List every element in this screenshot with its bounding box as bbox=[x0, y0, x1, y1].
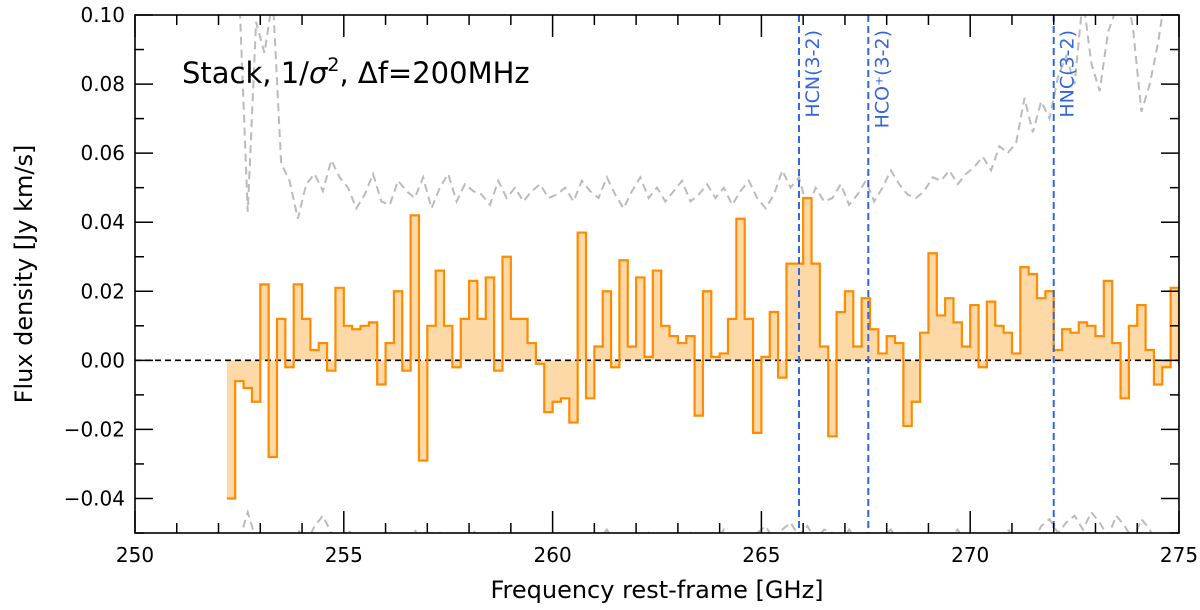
flux-fill-area bbox=[226, 198, 1179, 499]
y-tick-label: 0.06 bbox=[80, 141, 125, 165]
spectral-line-label-1: HCO⁺(3-2) bbox=[871, 30, 893, 128]
y-axis-label: Flux density [Jy km/s] bbox=[10, 145, 38, 404]
y-tick-label: −0.04 bbox=[64, 486, 125, 510]
x-tick-label: 270 bbox=[951, 543, 989, 567]
x-tick-label: 275 bbox=[1160, 543, 1198, 567]
plot-area: HCN(3-2) HCO⁺(3-2) HNC(3-2) bbox=[135, 15, 1179, 533]
y-tick-label: 0.02 bbox=[80, 279, 125, 303]
spectral-line-label-0: HCN(3-2) bbox=[802, 30, 824, 118]
spectral-line-markers: HCN(3-2) HCO⁺(3-2) HNC(3-2) bbox=[797, 15, 1079, 533]
y-tick-label: 0.00 bbox=[80, 348, 125, 372]
y-tick-label: 0.08 bbox=[80, 72, 125, 96]
y-tick-label: 0.10 bbox=[80, 3, 125, 27]
chart-title: Stack, 1/σ2, Δf=200MHz bbox=[182, 54, 530, 90]
chart-title-suffix: , Δf=200MHz bbox=[339, 56, 529, 90]
chart-title-exponent: 2 bbox=[327, 54, 339, 76]
y-tick-label: 0.04 bbox=[80, 210, 125, 234]
x-tick-label: 260 bbox=[534, 543, 572, 567]
x-tick-label: 250 bbox=[116, 543, 154, 567]
noise-upper-line bbox=[239, 15, 1164, 219]
noise-lower-line bbox=[240, 508, 1153, 533]
y-tick-label: −0.02 bbox=[64, 417, 125, 441]
x-axis-ticks: 250 255 260 265 270 275 bbox=[116, 15, 1198, 567]
x-tick-label: 265 bbox=[742, 543, 780, 567]
chart-title-prefix: Stack, 1/ bbox=[182, 56, 309, 90]
y-axis-ticks: −0.04 −0.02 0.00 0.02 0.04 0.06 0.08 0.10 bbox=[64, 3, 1179, 534]
spectral-line-label-2: HNC(3-2) bbox=[1057, 30, 1079, 118]
flux-step-line bbox=[226, 196, 1179, 500]
x-axis-label: Frequency rest-frame [GHz] bbox=[490, 576, 823, 604]
axes-frame bbox=[134, 14, 1180, 534]
x-tick-label: 255 bbox=[325, 543, 363, 567]
chart-title-sigma: σ bbox=[309, 56, 329, 90]
